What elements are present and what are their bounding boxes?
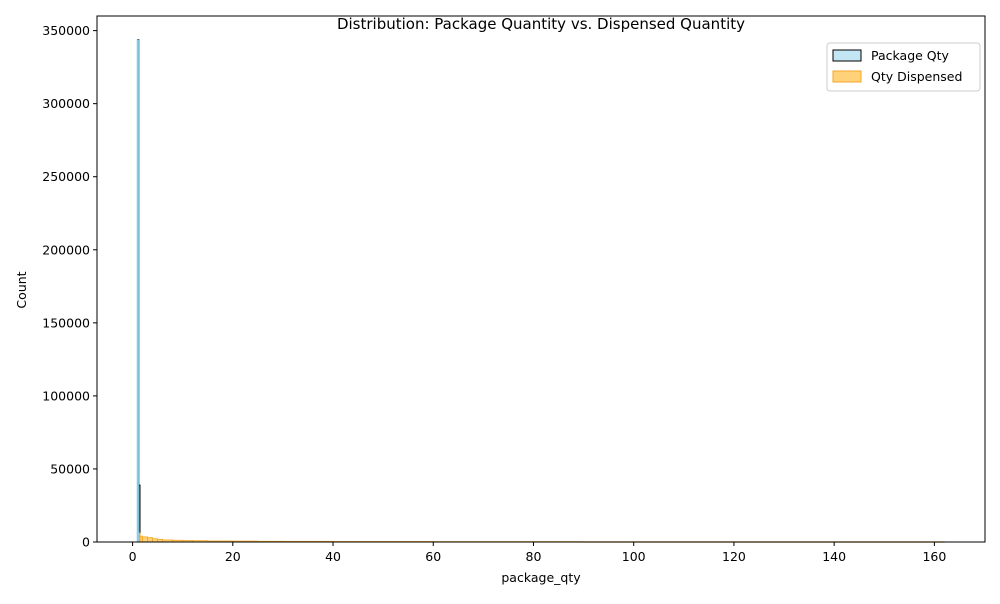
y-tick-label: 200000: [42, 242, 90, 257]
histogram-bar-peak: [136, 39, 139, 542]
legend-swatch-package-qty: [832, 49, 862, 62]
x-tick-label: 20: [225, 549, 241, 564]
y-axis-label: Count: [14, 271, 29, 308]
x-tick-label: 80: [526, 549, 542, 564]
x-tick-label: 0: [129, 549, 137, 564]
y-tick-label: 50000: [50, 461, 90, 476]
plot-frame: [96, 15, 986, 543]
legend-label-qty-dispensed: Qty Dispensed: [871, 69, 962, 84]
x-tick-label: 120: [722, 549, 746, 564]
y-tick-label: 250000: [42, 169, 90, 184]
y-axis: 0 50000 100000 150000 200000 250000 300000 3500…: [42, 23, 97, 550]
legend-swatch-qty-dispensed: [832, 70, 862, 83]
y-tick-label: 0: [82, 535, 90, 550]
x-tick-label: 160: [922, 549, 946, 564]
y-tick-label: 150000: [42, 315, 90, 330]
legend-box: [826, 42, 981, 92]
chart-title: Distribution: Package Quantity vs. Dispe…: [337, 15, 745, 33]
x-tick-label: 140: [822, 549, 846, 564]
x-tick-label: 60: [425, 549, 441, 564]
x-tick-label: 100: [622, 549, 646, 564]
legend-label-package-qty: Package Qty: [871, 48, 950, 63]
x-axis-label: package_qty: [501, 570, 581, 585]
x-axis: 0 20 40 60 80 100 120 140 160: [129, 542, 946, 564]
legend: Package Qty Qty Dispensed: [826, 42, 981, 92]
x-tick-label: 40: [325, 549, 341, 564]
y-tick-label: 300000: [42, 96, 90, 111]
y-tick-label: 350000: [42, 23, 90, 38]
histogram-bar: [142, 536, 149, 543]
histogram-bar: [147, 537, 154, 543]
y-tick-label: 100000: [42, 388, 90, 403]
